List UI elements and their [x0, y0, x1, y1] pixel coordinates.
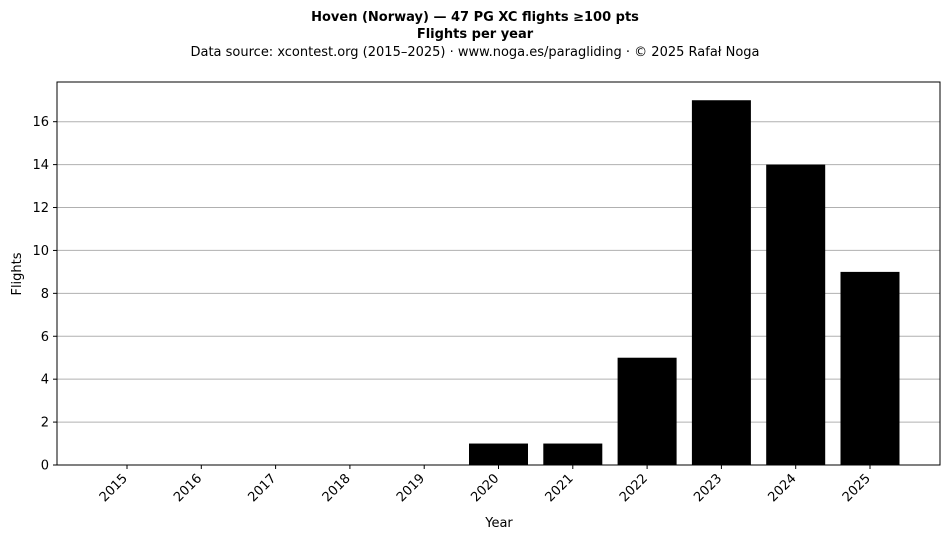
- y-tick-label: 0: [41, 459, 49, 474]
- bar: [691, 100, 751, 465]
- chart-source-note: Data source: xcontest.org (2015–2025) · …: [190, 45, 759, 60]
- x-tick-label: 2025: [840, 471, 874, 505]
- x-tick-label: 2024: [766, 471, 800, 505]
- gridlines: [57, 121, 940, 423]
- x-tick-label: 2015: [97, 471, 131, 505]
- chart-subtitle: Flights per year: [417, 27, 534, 42]
- y-tick-label: 16: [32, 115, 49, 130]
- x-tick-label: 2022: [617, 471, 651, 505]
- bar: [469, 443, 528, 465]
- y-tick-label: 10: [32, 244, 49, 259]
- y-tick-label: 8: [41, 287, 49, 302]
- x-tick-label: 2020: [468, 471, 502, 505]
- x-tick-label: 2017: [245, 471, 279, 505]
- x-axis-label: Year: [484, 516, 513, 531]
- y-axis-label: Flights: [10, 252, 25, 295]
- chart-title: Hoven (Norway) — 47 PG XC flights ≥100 p…: [311, 10, 639, 25]
- bars: [469, 100, 900, 465]
- x-axis-ticks: 2015 2016 2017 2018 2019 2020 2021 2022 2023 2024…: [97, 465, 874, 505]
- x-tick-label: 2018: [320, 471, 354, 505]
- bar: [840, 271, 900, 465]
- y-tick-label: 12: [32, 201, 49, 216]
- y-tick-label: 14: [32, 158, 49, 173]
- x-tick-label: 2016: [171, 471, 205, 505]
- x-tick-label: 2023: [691, 471, 725, 505]
- bar: [617, 357, 677, 465]
- x-tick-label: 2019: [394, 471, 428, 505]
- y-axis-ticks: 0 2 4 6 8 10 12 14 16: [32, 115, 57, 474]
- bar: [543, 443, 603, 465]
- bar: [766, 164, 826, 465]
- y-tick-label: 4: [41, 373, 49, 388]
- y-tick-label: 6: [41, 330, 49, 345]
- y-tick-label: 2: [41, 416, 49, 431]
- x-tick-label: 2021: [543, 471, 577, 505]
